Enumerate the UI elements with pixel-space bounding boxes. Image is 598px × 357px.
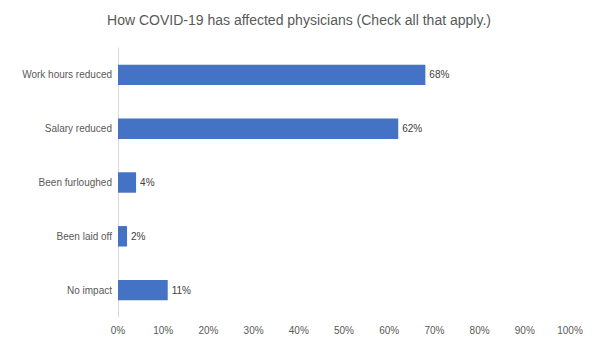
svg-text:30%: 30% [244, 325, 264, 336]
svg-text:Salary reduced: Salary reduced [45, 123, 112, 134]
svg-text:How COVID-19 has affected phys: How COVID-19 has affected physicians (Ch… [107, 12, 491, 28]
svg-text:40%: 40% [289, 325, 309, 336]
svg-text:Been laid off: Been laid off [57, 231, 113, 242]
svg-text:90%: 90% [515, 325, 535, 336]
svg-text:50%: 50% [334, 325, 354, 336]
svg-text:Work hours reduced: Work hours reduced [22, 69, 112, 80]
svg-text:2%: 2% [131, 231, 146, 242]
svg-text:62%: 62% [402, 123, 422, 134]
svg-text:No impact: No impact [67, 285, 112, 296]
svg-text:Been furloughed: Been furloughed [39, 177, 112, 188]
svg-text:11%: 11% [172, 285, 191, 296]
svg-text:0%: 0% [111, 325, 126, 336]
svg-text:70%: 70% [424, 325, 444, 336]
svg-text:68%: 68% [429, 69, 449, 80]
svg-text:80%: 80% [470, 325, 490, 336]
svg-text:10%: 10% [153, 325, 173, 336]
svg-text:4%: 4% [140, 177, 155, 188]
svg-text:60%: 60% [379, 325, 399, 336]
svg-text:100%: 100% [557, 325, 583, 336]
svg-text:20%: 20% [198, 325, 218, 336]
